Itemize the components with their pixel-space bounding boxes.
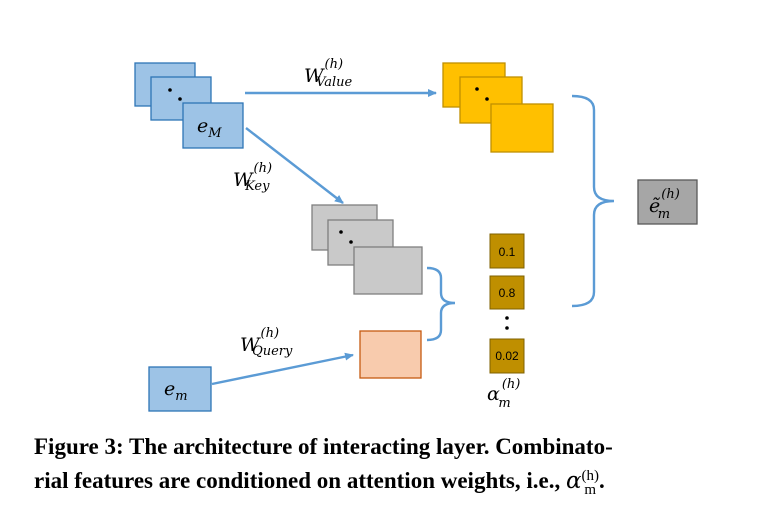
attention-box-3: [489, 338, 525, 374]
ellipsis-dot: [168, 88, 172, 92]
attention-value-2: 0.8: [499, 286, 516, 300]
caption-alpha-scripts: (h) m: [581, 467, 600, 498]
ellipsis-dot: [475, 87, 479, 91]
key-box-front: [353, 246, 423, 295]
alpha-label: α (h) m: [487, 377, 520, 411]
value-box-front: [490, 103, 554, 153]
e-M-label: eM: [197, 115, 222, 141]
key-arrow: [245, 127, 344, 204]
ellipsis-dot: [349, 240, 353, 244]
caption-alpha: α: [565, 468, 582, 494]
ellipsis-dot: [505, 326, 509, 330]
w-query-label: W(h) Query: [240, 326, 293, 359]
query-arrow: [211, 352, 354, 386]
key-query-brace: [426, 266, 456, 342]
caption-line-1: Figure 3: The architecture of interactin…: [34, 434, 613, 459]
caption-alpha-sub: m: [584, 481, 597, 498]
figure-caption: Figure 3: The architecture of interactin…: [34, 430, 774, 498]
w-value-label: W(h) Value: [304, 57, 353, 90]
ellipsis-dot: [339, 230, 343, 234]
value-stack: [442, 62, 554, 153]
caption-line-2: rial features are conditioned on attenti…: [34, 464, 774, 498]
caption-line-2-text: rial features are conditioned on attenti…: [34, 468, 566, 493]
attention-value-1: 0.1: [499, 245, 516, 259]
combine-brace: [571, 94, 615, 308]
embedding-stack: eM: [134, 62, 244, 149]
query-box: [359, 330, 422, 379]
w-key-label: W(h) Key: [233, 161, 272, 194]
output-label: ẽ(h) m: [649, 187, 680, 222]
attention-box-1: [489, 233, 525, 269]
attention-weights: 0.1 0.8 0.02: [489, 233, 525, 374]
embedding-box-front: [182, 102, 244, 149]
attention-box-2: [489, 275, 525, 310]
ellipsis-dot: [505, 316, 509, 320]
ellipsis-dot: [178, 97, 182, 101]
key-stack: [311, 204, 423, 295]
attention-value-3: 0.02: [495, 349, 519, 363]
e-m-box: [148, 366, 212, 412]
caption-alpha-sup: (h): [581, 467, 600, 484]
caption-end: .: [599, 468, 605, 493]
ellipsis-dot: [485, 97, 489, 101]
output-box: [637, 179, 698, 225]
e-m-label: em: [164, 378, 188, 404]
